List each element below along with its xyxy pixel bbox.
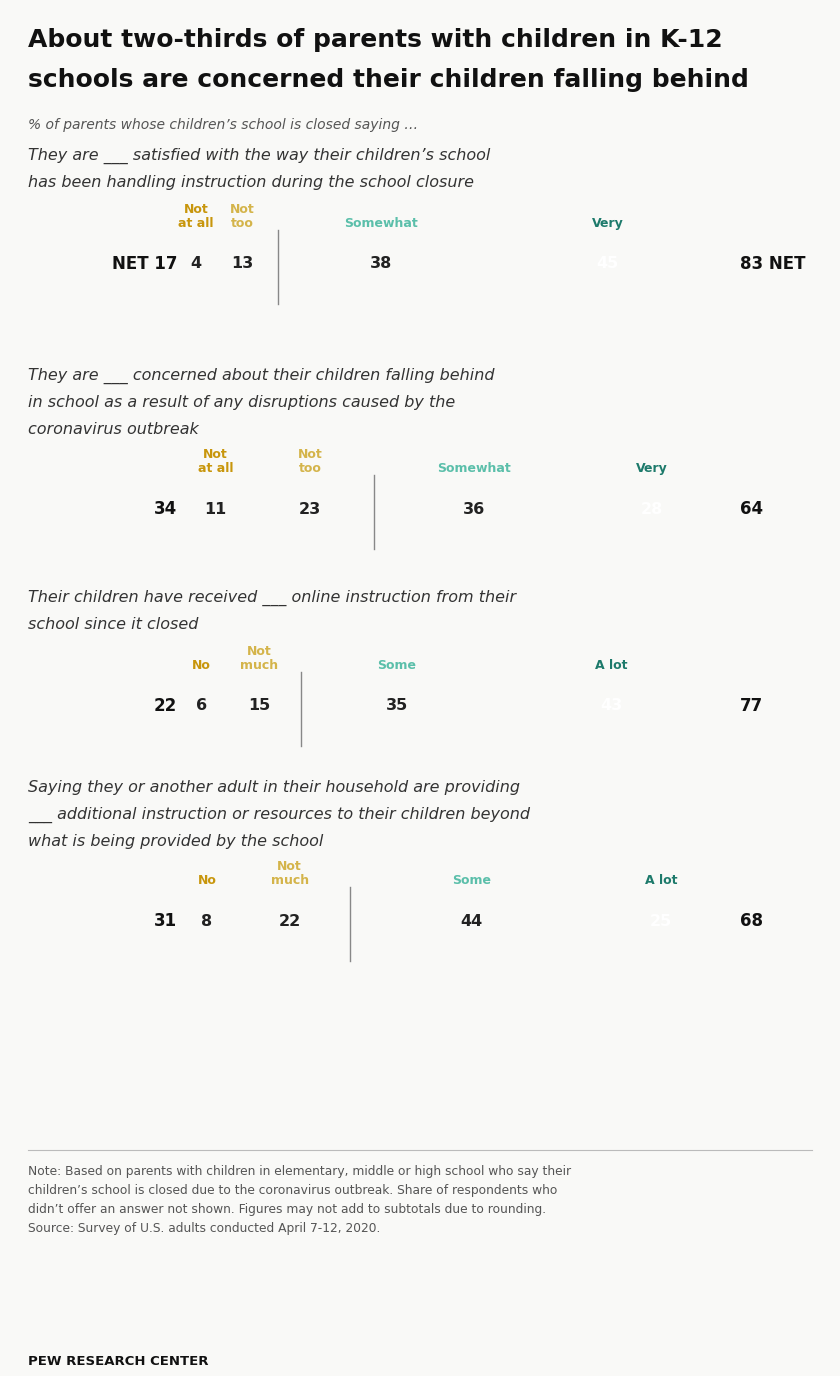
Text: 77: 77 — [740, 698, 764, 716]
Text: Source: Survey of U.S. adults conducted April 7-12, 2020.: Source: Survey of U.S. adults conducted … — [28, 1222, 381, 1236]
Text: Somewhat: Somewhat — [438, 462, 511, 475]
Text: 83 NET: 83 NET — [740, 255, 806, 272]
Text: 43: 43 — [601, 699, 622, 714]
Text: 22: 22 — [154, 698, 177, 716]
Text: About two-thirds of parents with children in K-12: About two-thirds of parents with childre… — [28, 28, 722, 52]
Text: NET 17: NET 17 — [112, 255, 177, 272]
Text: No: No — [197, 874, 217, 888]
Text: No: No — [192, 659, 211, 671]
Text: Very: Very — [636, 462, 668, 475]
Text: Not: Not — [247, 645, 271, 658]
Text: too: too — [299, 462, 322, 475]
Text: 6: 6 — [196, 699, 207, 714]
Text: what is being provided by the school: what is being provided by the school — [28, 834, 323, 849]
Text: at all: at all — [178, 217, 213, 230]
Text: Some: Some — [452, 874, 491, 888]
Text: much: much — [240, 659, 278, 671]
Text: 25: 25 — [650, 914, 672, 929]
Text: Not: Not — [277, 860, 302, 872]
Text: A lot: A lot — [596, 659, 627, 671]
Text: Their children have received ___ online instruction from their: Their children have received ___ online … — [28, 590, 516, 607]
Text: 64: 64 — [740, 499, 763, 517]
Text: 22: 22 — [279, 914, 301, 929]
Text: 34: 34 — [154, 499, 177, 517]
Text: 15: 15 — [248, 699, 270, 714]
Text: much: much — [270, 874, 308, 888]
Text: They are ___ satisfied with the way their children’s school: They are ___ satisfied with the way thei… — [28, 149, 491, 164]
Text: 28: 28 — [641, 501, 664, 516]
Text: % of parents whose children’s school is closed saying …: % of parents whose children’s school is … — [28, 118, 418, 132]
Text: 36: 36 — [463, 501, 486, 516]
Text: Some: Some — [377, 659, 417, 671]
Text: children’s school is closed due to the coronavirus outbreak. Share of respondent: children’s school is closed due to the c… — [28, 1183, 558, 1197]
Text: ___ additional instruction or resources to their children beyond: ___ additional instruction or resources … — [28, 806, 530, 823]
Text: schools are concerned their children falling behind: schools are concerned their children fal… — [28, 67, 749, 92]
Text: 11: 11 — [204, 501, 227, 516]
Text: PEW RESEARCH CENTER: PEW RESEARCH CENTER — [28, 1355, 208, 1368]
Text: 68: 68 — [740, 912, 763, 930]
Text: 45: 45 — [596, 256, 618, 271]
Text: at all: at all — [198, 462, 234, 475]
Text: Very: Very — [591, 217, 623, 230]
Text: Not: Not — [203, 449, 228, 461]
Text: Not: Not — [297, 449, 323, 461]
Text: 8: 8 — [202, 914, 213, 929]
Text: Note: Based on parents with children in elementary, middle or high school who sa: Note: Based on parents with children in … — [28, 1165, 571, 1178]
Text: 13: 13 — [231, 256, 254, 271]
Text: school since it closed: school since it closed — [28, 616, 198, 632]
Text: Not: Not — [230, 204, 255, 216]
Text: 38: 38 — [370, 256, 392, 271]
Text: 35: 35 — [386, 699, 408, 714]
Text: A lot: A lot — [645, 874, 677, 888]
Text: 31: 31 — [154, 912, 177, 930]
Text: Not: Not — [183, 204, 208, 216]
Text: 44: 44 — [460, 914, 482, 929]
Text: in school as a result of any disruptions caused by the: in school as a result of any disruptions… — [28, 395, 455, 410]
Text: 4: 4 — [191, 256, 202, 271]
Text: didn’t offer an answer not shown. Figures may not add to subtotals due to roundi: didn’t offer an answer not shown. Figure… — [28, 1203, 546, 1216]
Text: has been handling instruction during the school closure: has been handling instruction during the… — [28, 175, 474, 190]
Text: 23: 23 — [299, 501, 321, 516]
Text: Somewhat: Somewhat — [344, 217, 418, 230]
Text: Saying they or another adult in their household are providing: Saying they or another adult in their ho… — [28, 780, 520, 795]
Text: coronavirus outbreak: coronavirus outbreak — [28, 422, 199, 438]
Text: too: too — [231, 217, 254, 230]
Text: They are ___ concerned about their children falling behind: They are ___ concerned about their child… — [28, 367, 495, 384]
